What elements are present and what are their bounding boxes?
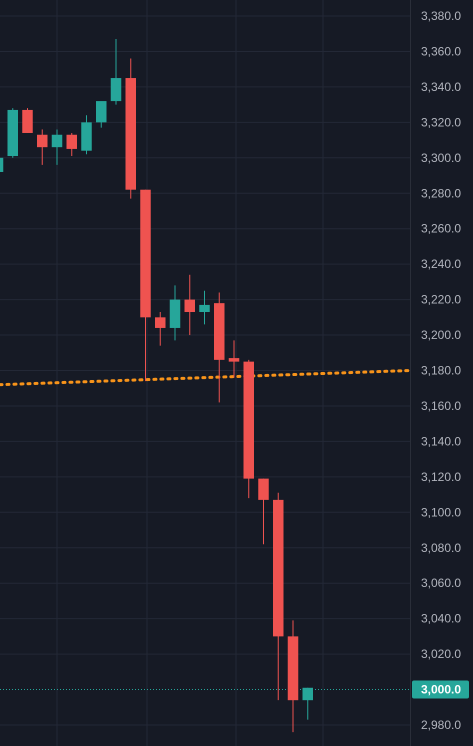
- y-tick-label: 3,100.0: [421, 505, 461, 519]
- y-tick-label: 3,120.0: [421, 470, 461, 484]
- candle-body: [302, 687, 313, 701]
- candle-body: [96, 101, 107, 123]
- candle-body: [184, 299, 195, 313]
- y-tick-label: 3,280.0: [421, 186, 461, 200]
- y-tick-label: 3,260.0: [421, 222, 461, 236]
- candle-body: [110, 78, 122, 102]
- candle-body: [155, 317, 166, 328]
- y-tick-label: 3,020.0: [421, 647, 461, 661]
- y-tick-label: 3,060.0: [421, 576, 461, 590]
- candle-body: [169, 299, 181, 328]
- y-tick-label: 3,200.0: [421, 328, 461, 342]
- candle-body: [37, 134, 48, 148]
- current-price-group: 3,000.0: [412, 680, 469, 699]
- candle-body: [0, 157, 4, 172]
- grid-lines: [0, 0, 410, 746]
- current-price-badge: [412, 680, 469, 699]
- y-tick-label: 3,240.0: [421, 257, 461, 271]
- candle-body: [273, 499, 284, 637]
- candle-body: [287, 636, 299, 701]
- candle-body: [258, 478, 269, 500]
- candle-body: [228, 358, 240, 362]
- candle-body: [51, 134, 63, 148]
- candle-body: [214, 303, 225, 360]
- y-tick-label: 3,140.0: [421, 434, 461, 448]
- candle-body: [140, 189, 151, 318]
- candle-body: [66, 134, 77, 149]
- y-tick-label: 3,380.0: [421, 9, 461, 23]
- price-axis-background: [410, 0, 473, 746]
- current-price-label: 3,000.0: [421, 683, 461, 697]
- candle-body: [125, 78, 136, 190]
- candle-body: [7, 109, 18, 157]
- trend-line-group: [0, 369, 412, 691]
- y-tick-label: 3,300.0: [421, 151, 461, 165]
- trend-line: [0, 369, 412, 387]
- y-tick-label: 2,980.0: [421, 718, 461, 732]
- y-tick-label: 3,220.0: [421, 293, 461, 307]
- y-tick-label: 3,320.0: [421, 115, 461, 129]
- candles-group: [0, 39, 313, 733]
- candle-body: [22, 109, 33, 133]
- candle-body: [81, 122, 92, 151]
- candle-body: [243, 361, 254, 479]
- y-tick-label: 3,340.0: [421, 80, 461, 94]
- y-tick-label: 3,360.0: [421, 44, 461, 58]
- price-axis[interactable]: 3,380.0 3,360.0 3,340.0 3,320.0 3,300.0 3,280…: [410, 0, 473, 746]
- candle-body: [199, 304, 210, 313]
- y-tick-label: 3,180.0: [421, 364, 461, 378]
- y-tick-label: 3,080.0: [421, 541, 461, 555]
- y-tick-label: 3,160.0: [421, 399, 461, 413]
- y-tick-label: 3,040.0: [421, 612, 461, 626]
